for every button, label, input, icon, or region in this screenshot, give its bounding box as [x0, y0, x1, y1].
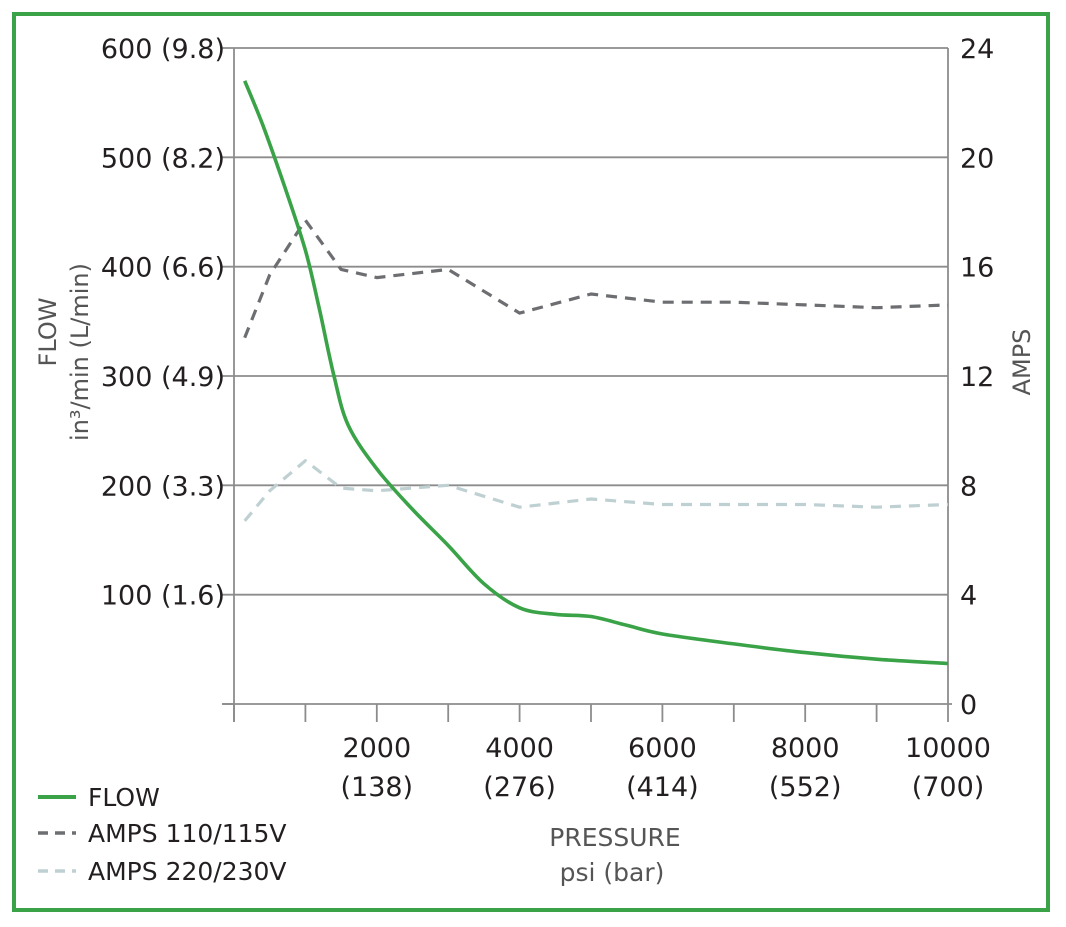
y-left-tick-label: 500 (8.2) — [101, 143, 225, 174]
x-tick-sublabel: (138) — [340, 772, 413, 803]
y-left-title-line2: in³/min (L/min) — [66, 263, 94, 441]
legend-label-flow: FLOW — [88, 783, 160, 812]
y-right-ticks: 0 4 8 12 16 20 24 — [960, 34, 994, 721]
y-right-title: AMPS — [1008, 329, 1036, 396]
x-tick-sublabel: (552) — [769, 772, 842, 803]
x-tick-sublabel: (276) — [483, 772, 556, 803]
y-right-tick-label: 20 — [960, 143, 994, 174]
y-left-tick-label: 200 (3.3) — [101, 471, 225, 502]
y-left-tick-label: 300 (4.9) — [101, 362, 225, 393]
y-right-tick-label: 4 — [960, 581, 977, 612]
grid-lines — [222, 47, 948, 596]
x-axis-title-line2: psi (bar) — [560, 858, 665, 887]
x-tick-sublabel: (414) — [626, 772, 699, 803]
y-left-tick-label: 600 (9.8) — [101, 34, 225, 65]
legend-label-amps-220: AMPS 220/230V — [88, 857, 287, 886]
y-left-tick-label: 400 (6.6) — [101, 253, 225, 284]
x-tick-sublabel: (700) — [912, 772, 985, 803]
y-right-tick-label: 24 — [960, 34, 994, 65]
y-right-tick-label: 8 — [960, 471, 977, 502]
series-lines — [243, 80, 949, 666]
series-line-amps-220 — [243, 459, 949, 522]
y-left-title-line1: FLOW — [34, 298, 62, 367]
x-axis-title-line1: PRESSURE — [549, 823, 680, 852]
y-right-tick-label: 12 — [960, 362, 994, 393]
x-tick-label: 6000 — [628, 733, 697, 764]
y-right-tick-label: 16 — [960, 253, 994, 284]
series-line-amps-110 — [243, 218, 949, 339]
y-left-ticks: 100 (1.6) 200 (3.3) 300 (4.9) 400 (6.6) 500 … — [101, 34, 225, 612]
legend-item-flow: FLOW — [38, 783, 160, 812]
legend-item-amps-110: AMPS 110/115V — [38, 819, 287, 848]
series-line-flow — [243, 80, 949, 666]
axes — [222, 48, 952, 722]
legend-item-amps-220: AMPS 220/230V — [38, 857, 287, 886]
x-tick-label: 8000 — [771, 733, 840, 764]
x-axis-ticks: 2000 (138) 4000 (276) 6000 (414) 8000 (552) 1000… — [233, 704, 991, 803]
legend-label-amps-110: AMPS 110/115V — [88, 819, 287, 848]
y-right-tick-label: 0 — [960, 690, 977, 721]
y-left-title: FLOW in³/min (L/min) — [34, 263, 94, 441]
chart-frame — [12, 12, 1050, 912]
x-tick-label: 2000 — [342, 733, 411, 764]
x-tick-label: 4000 — [485, 733, 554, 764]
x-tick-label: 10000 — [905, 733, 991, 764]
legend: FLOW AMPS 110/115V AMPS 220/230V — [38, 783, 287, 886]
y-left-tick-label: 100 (1.6) — [101, 581, 225, 612]
